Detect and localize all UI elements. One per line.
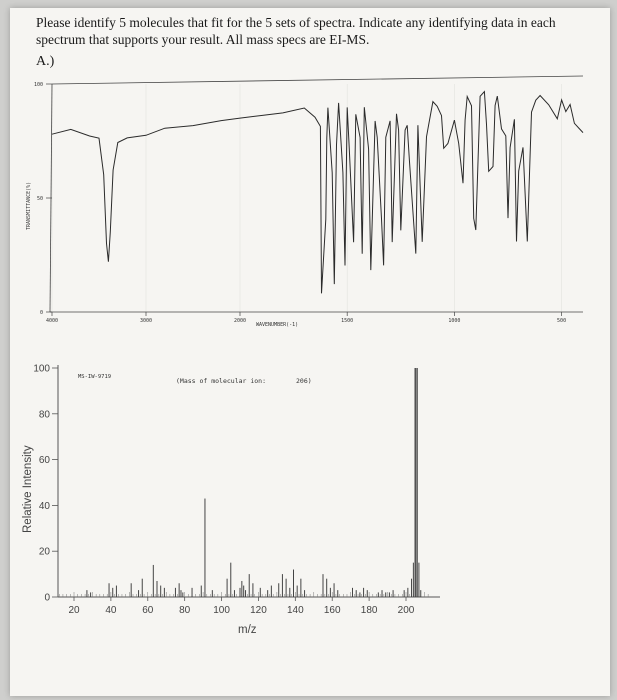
ir-y-axis-label: TRANSMITTANCE(%) — [26, 182, 32, 230]
ms-x-tick-label: 60 — [142, 605, 154, 616]
ms-x-tick-label: 140 — [287, 605, 304, 616]
ir-y-tick-label: 50 — [37, 196, 43, 202]
ms-annotation-mass-value: 206) — [296, 377, 312, 385]
ms-x-tick-label: 160 — [324, 605, 341, 616]
ms-annotation-id: MS-IW-9719 — [78, 374, 111, 380]
ir-x-axis-label: WAVENUMBER(-1) — [256, 322, 298, 328]
ms-y-axis-label: Relative Intensity — [22, 445, 34, 533]
ms-y-tick-label: 80 — [39, 409, 51, 420]
ir-x-tick-label: 3000 — [140, 318, 152, 324]
part-label: A.) — [36, 54, 55, 69]
ms-x-tick-label: 180 — [361, 605, 378, 616]
ms-x-tick-label: 100 — [213, 605, 230, 616]
ir-top-border — [51, 75, 584, 85]
ms-x-axis-label: m/z — [238, 624, 257, 636]
ir-x-tick-label: 1500 — [341, 318, 353, 324]
worksheet-page: Please identify 5 molecules that fit for… — [10, 8, 610, 696]
ms-x-tick-label: 80 — [179, 605, 191, 616]
ir-y-tick-label: 0 — [40, 310, 43, 316]
ms-x-tick-label: 20 — [68, 605, 80, 616]
question-text: Please identify 5 molecules that fit for… — [36, 15, 556, 47]
ms-annotation-mass: (Mass of molecular ion: — [176, 377, 266, 385]
ms-x-tick-label: 120 — [250, 605, 267, 616]
ms-y-tick-label: 0 — [44, 593, 50, 604]
ms-x-tick-label: 40 — [105, 605, 117, 616]
ir-x-tick-label: 500 — [557, 318, 566, 324]
ms-y-tick-label: 60 — [39, 455, 51, 466]
ms-x-tick-label: 200 — [398, 605, 415, 616]
ir-x-tick-label: 2000 — [234, 318, 246, 324]
ms-y-tick-label: 20 — [39, 547, 51, 558]
ir-x-tick-label: 4000 — [46, 318, 58, 324]
ir-x-tick-label: 1000 — [448, 318, 460, 324]
ir-y-tick-label: 100 — [34, 82, 43, 88]
ir-spectrum-trace — [51, 90, 584, 294]
ms-y-tick-label: 40 — [39, 501, 51, 512]
ms-y-tick-label: 100 — [33, 364, 50, 375]
